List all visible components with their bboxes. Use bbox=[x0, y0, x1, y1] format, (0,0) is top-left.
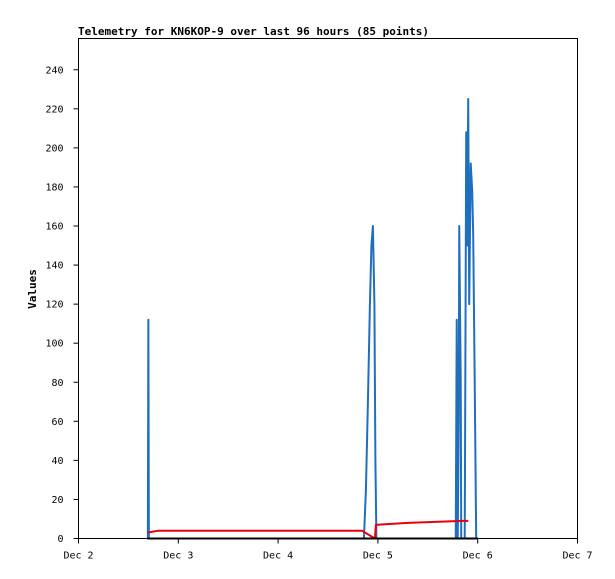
plot-frame bbox=[78, 38, 578, 539]
x-tick-label: Dec 6 bbox=[463, 551, 493, 562]
y-tick-label: 180 bbox=[45, 182, 63, 193]
x-tick-label: Dec 2 bbox=[63, 551, 93, 562]
y-tick-label: 100 bbox=[45, 339, 63, 350]
x-tick-label: Dec 7 bbox=[562, 551, 592, 562]
x-axis: Dec 2 Dec 3 Dec 4 Dec 5 Dec 6 Dec 7 bbox=[63, 538, 593, 562]
chart-title: Telemetry for KN6KOP-9 over last 96 hour… bbox=[78, 25, 429, 38]
x-tick-label: Dec 5 bbox=[363, 551, 393, 562]
y-tick-label: 20 bbox=[51, 495, 63, 506]
series-layer bbox=[146, 98, 479, 540]
series-line-2 bbox=[147, 519, 469, 540]
x-tick-label: Dec 3 bbox=[163, 551, 193, 562]
y-tick-label: 160 bbox=[45, 222, 63, 233]
y-tick-label: 0 bbox=[57, 534, 63, 545]
y-tick-label: 220 bbox=[45, 104, 63, 115]
series-line-1 bbox=[146, 98, 479, 540]
y-tick-label: 80 bbox=[51, 378, 63, 389]
y-tick-label: 140 bbox=[45, 261, 63, 272]
y-tick-label: 40 bbox=[51, 456, 63, 467]
y-tick-label: 200 bbox=[45, 143, 63, 154]
x-tick-label: Dec 4 bbox=[263, 551, 293, 562]
y-tick-label: 240 bbox=[45, 65, 63, 76]
y-axis-label: Values bbox=[26, 269, 39, 309]
y-tick-label: 120 bbox=[45, 300, 63, 311]
y-tick-label: 60 bbox=[51, 417, 63, 428]
y-axis: 0 20 40 60 80 100 120 140 160 180 200 220 240 bbox=[45, 65, 79, 545]
